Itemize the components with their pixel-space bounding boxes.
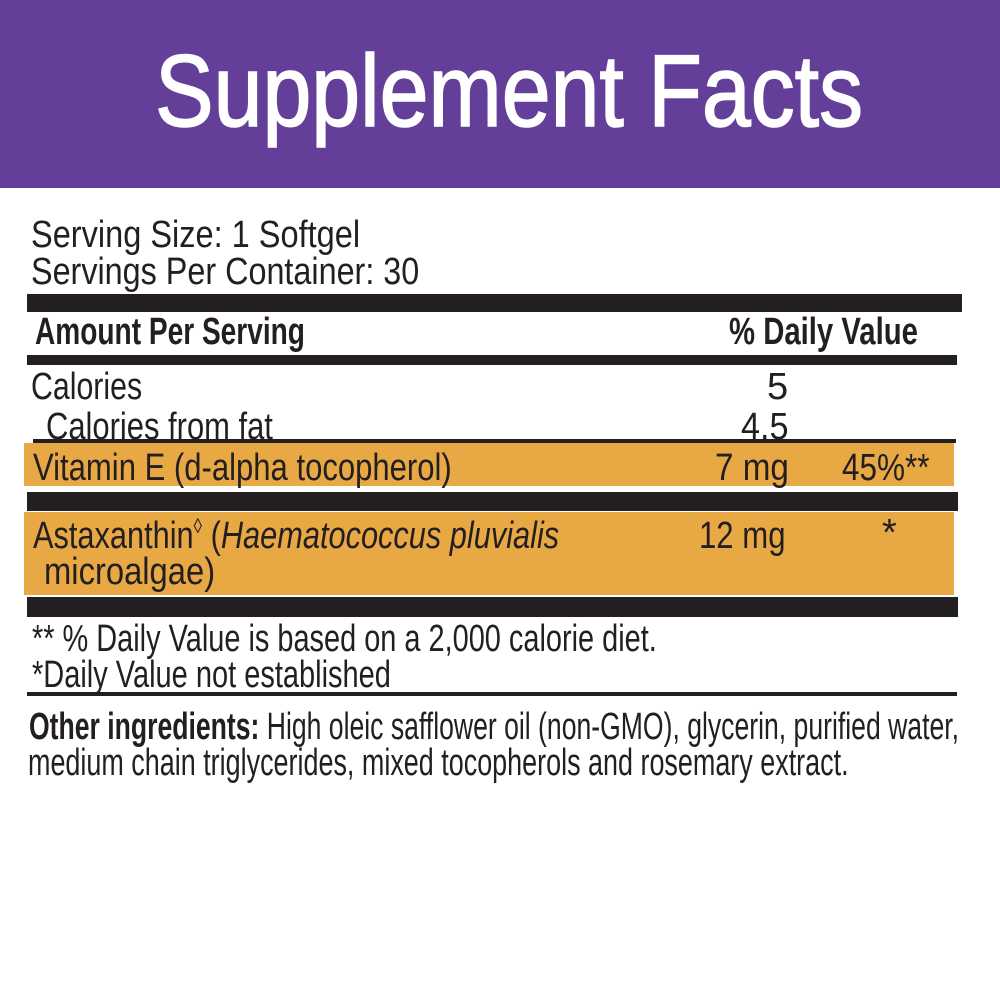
svg-text:Supplement Facts: Supplement Facts <box>155 34 863 148</box>
